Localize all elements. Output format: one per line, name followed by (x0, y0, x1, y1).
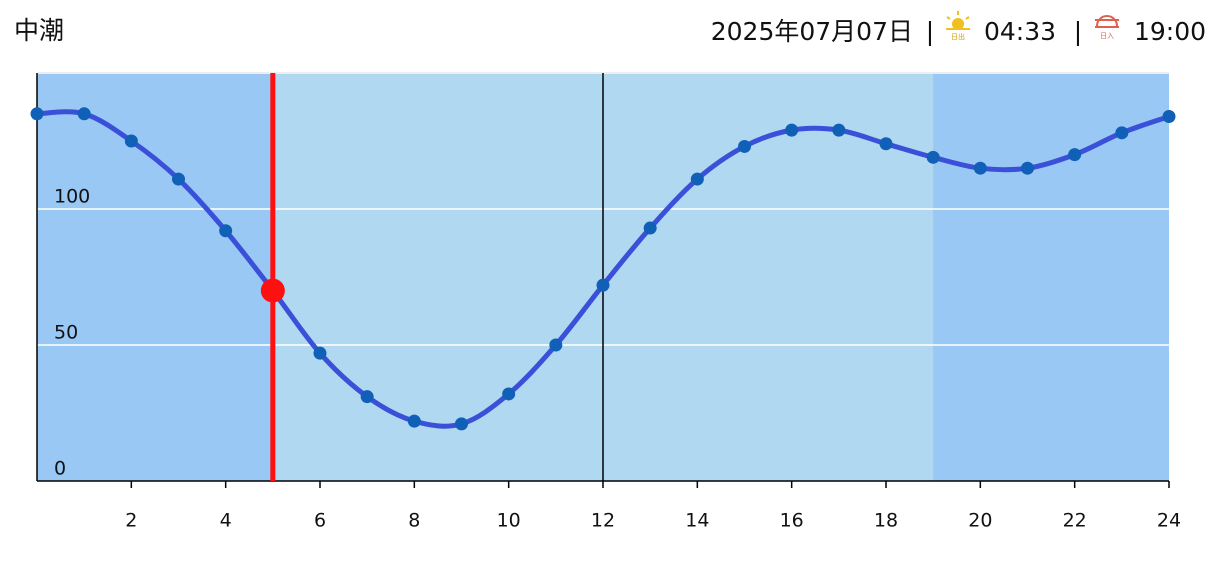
sunrise-icon: 日出 (946, 11, 970, 41)
x-tick-label: 16 (780, 510, 804, 532)
sunrise: 04:33 (984, 17, 1056, 46)
y-tick-label: 0 (54, 458, 66, 480)
separator: | (926, 17, 934, 46)
point (1115, 126, 1129, 140)
point (643, 221, 657, 235)
date: 2025年07月07日 (711, 17, 913, 46)
y-tick-label: 50 (54, 322, 78, 344)
point (360, 390, 374, 404)
sunset: 19:00 (1134, 17, 1206, 46)
x-tick-label: 12 (591, 510, 615, 532)
point (1068, 148, 1082, 162)
point (832, 123, 846, 137)
y-tick-label: 100 (54, 186, 90, 208)
point (596, 278, 610, 292)
point (973, 161, 987, 175)
tide-name: 中潮 (14, 16, 64, 45)
point (502, 387, 516, 401)
point (30, 107, 44, 121)
point (690, 172, 704, 186)
separator: | (1074, 17, 1082, 46)
point (407, 414, 421, 428)
point (879, 137, 893, 151)
x-tick-label: 10 (497, 510, 521, 532)
x-tick-label: 14 (685, 510, 709, 532)
x-tick-label: 8 (408, 510, 420, 532)
point (313, 346, 327, 360)
point (172, 172, 185, 186)
x-tick-label: 2 (125, 510, 137, 532)
point (124, 134, 138, 148)
point (1162, 110, 1176, 124)
x-tick-label: 24 (1157, 510, 1181, 532)
point (785, 123, 799, 137)
point (455, 417, 468, 431)
point (926, 150, 940, 164)
point (219, 224, 233, 238)
sunrise-icon-label: 日出 (951, 32, 965, 41)
sunset-icon: 日入 (1095, 15, 1119, 40)
point (738, 139, 751, 153)
x-tick-label: 22 (1063, 510, 1087, 532)
point (1021, 161, 1034, 175)
current-point (260, 278, 285, 303)
x-tick-label: 20 (968, 510, 992, 532)
sunset-icon-label: 日入 (1100, 32, 1114, 40)
x-tick-label: 4 (220, 510, 232, 532)
point (77, 107, 91, 121)
point (549, 338, 563, 352)
x-tick-label: 6 (314, 510, 326, 532)
x-tick-label: 18 (874, 510, 898, 532)
